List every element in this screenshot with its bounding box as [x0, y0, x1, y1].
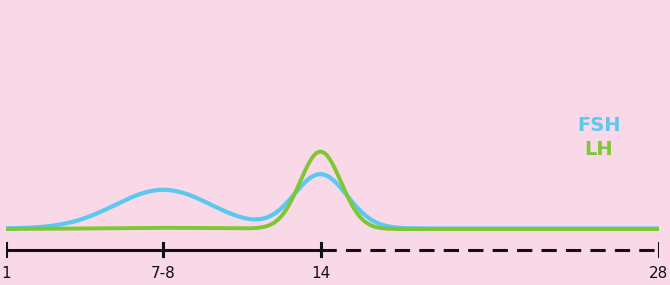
Text: 1: 1 [1, 266, 11, 281]
Text: 7-8: 7-8 [151, 266, 176, 281]
Text: FSH: FSH [577, 116, 620, 135]
Text: 14: 14 [311, 266, 330, 281]
Text: LH: LH [584, 140, 613, 158]
Text: 28: 28 [649, 266, 669, 281]
